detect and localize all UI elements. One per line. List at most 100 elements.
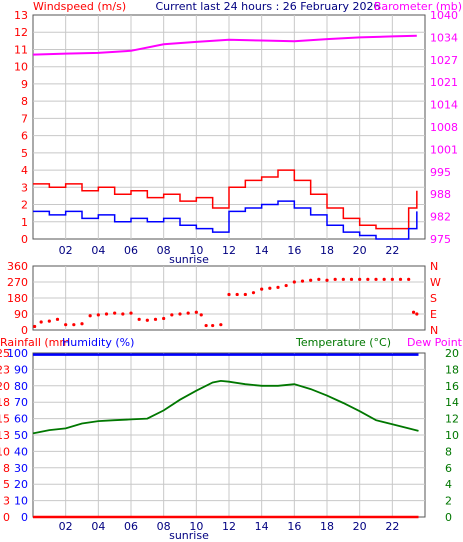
direction-point [227,292,231,297]
humidity-tick-label: 60 [14,413,28,426]
wind-tick-label: 13 [14,9,28,22]
baro-tick-label: 1027 [430,54,458,67]
direction-point [374,277,378,281]
temp-humidity-series [32,353,419,519]
humidity-label: Humidity (%) [62,336,134,349]
x-tick-label: 04 [91,244,105,257]
rainfall-tick-label: 5 [3,478,10,491]
baro-tick-label: 1008 [430,121,458,134]
x-tick-label: 22 [385,520,399,533]
grid-temp-humidity [33,353,425,517]
direction-point [113,311,117,315]
direction-point [162,316,166,321]
humidity-tick-label: 40 [14,445,28,458]
x-tick-label: 02 [59,244,73,257]
baro-tick-label: 988 [430,188,451,201]
barometer-label: Barometer (mb) [374,0,462,13]
direction-point [300,279,305,283]
direction-point [268,286,272,290]
x-axis-ticks-bottom: 02 04 06 08 10 12 14 16 18 20 22 [59,520,400,533]
rainfall-y-axis-ticks: 0 3 5 8 10 13 15 18 20 23 25 [0,347,10,524]
direction-point [398,277,403,281]
rainfall-tick-label: 13 [0,429,10,442]
wind-tick-label: 5 [21,147,28,160]
x-tick-label: 16 [287,244,301,257]
direction-point [204,323,208,328]
temperature-label: Temperature (°C) [295,336,391,349]
direction-compass-label: W [430,276,441,289]
direction-point [235,292,239,297]
humidity-tick-label: 90 [14,363,28,376]
direction-point [284,283,288,288]
baro-tick-label: 1021 [430,76,458,89]
wind-tick-label: 4 [21,164,28,177]
rainfall-tick-label: 3 [3,495,10,508]
baro-tick-label: 975 [430,233,451,246]
humidity-tick-label: 80 [14,380,28,393]
direction-point [121,312,125,316]
baro-tick-label: 1034 [430,31,458,44]
direction-degree-label: 0 [21,324,28,337]
direction-point [292,280,296,284]
direction-point [358,277,362,281]
direction-point [366,277,370,281]
direction-point [178,312,182,316]
x-tick-label: 14 [255,520,269,533]
temperature-tick-label: 8 [445,445,452,458]
rainfall-tick-label: 20 [0,380,10,393]
direction-point [382,277,386,281]
direction-point [33,324,37,329]
rainfall-tick-label: 10 [0,445,10,458]
direction-point [251,291,256,295]
rainfall-label: Rainfall (mm [0,336,70,349]
direction-point [64,323,68,327]
x-tick-label: 16 [287,520,301,533]
direction-compass-label: N [430,260,438,273]
direction-points [33,277,419,329]
rainfall-tick-label: 0 [3,511,10,524]
rainfall-tick-label: 15 [0,413,10,426]
direction-point [317,277,321,281]
temperature-tick-label: 16 [445,380,459,393]
rainfall-tick-label: 23 [0,363,10,376]
wind-tick-label: 2 [21,199,28,212]
temperature-tick-label: 18 [445,363,459,376]
gust-line [33,169,418,230]
x-tick-label: 14 [255,244,269,257]
direction-point [243,292,247,297]
temperature-tick-label: 2 [445,495,452,508]
direction-point [104,312,109,316]
chart-title: Current last 24 hours : 26 February 2026 [156,0,381,13]
direction-degree-label: 360 [7,260,28,273]
x-tick-label: 02 [59,520,73,533]
rainfall-tick-label: 8 [3,462,10,475]
average-wind-line [33,200,418,240]
direction-point [96,313,100,317]
x-tick-label: 20 [353,244,367,257]
humidity-tick-label: 0 [21,511,28,524]
barometer-line [32,34,417,56]
x-tick-label: 08 [157,244,171,257]
wind-tick-label: 10 [14,61,28,74]
rainfall-tick-label: 25 [0,347,10,360]
x-axis-ticks-top: 02 04 06 08 10 12 14 16 18 20 22 [59,244,400,257]
direction-point [260,287,264,291]
temperature-line [32,379,419,435]
direction-point [415,312,419,316]
humidity-y-axis-ticks: 0 10 20 30 40 50 60 70 80 90 100 [7,347,28,524]
baro-tick-label: 982 [430,211,451,224]
direction-point [186,311,190,315]
direction-point [219,323,223,327]
sunrise-label-bottom: sunrise [169,529,209,542]
temperature-tick-label: 4 [445,478,452,491]
wind-tick-label: 0 [21,233,28,246]
direction-compass-label: N [430,324,438,337]
baro-tick-label: 1040 [430,9,458,22]
direction-point [55,317,60,321]
humidity-tick-label: 100 [7,347,28,360]
temperature-tick-label: 20 [445,347,459,360]
direction-point [407,277,411,281]
direction-compass-label: S [430,292,437,305]
windspeed-label: Windspeed (m/s) [33,0,126,13]
